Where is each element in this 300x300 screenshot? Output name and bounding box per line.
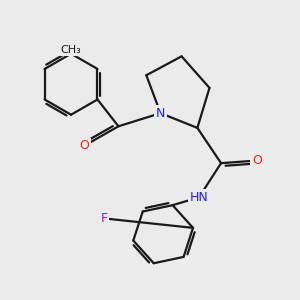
- Text: O: O: [252, 154, 262, 167]
- Text: N: N: [156, 107, 165, 120]
- Text: O: O: [79, 139, 89, 152]
- Text: CH₃: CH₃: [61, 45, 81, 55]
- Text: HN: HN: [190, 191, 208, 204]
- Text: F: F: [100, 212, 108, 225]
